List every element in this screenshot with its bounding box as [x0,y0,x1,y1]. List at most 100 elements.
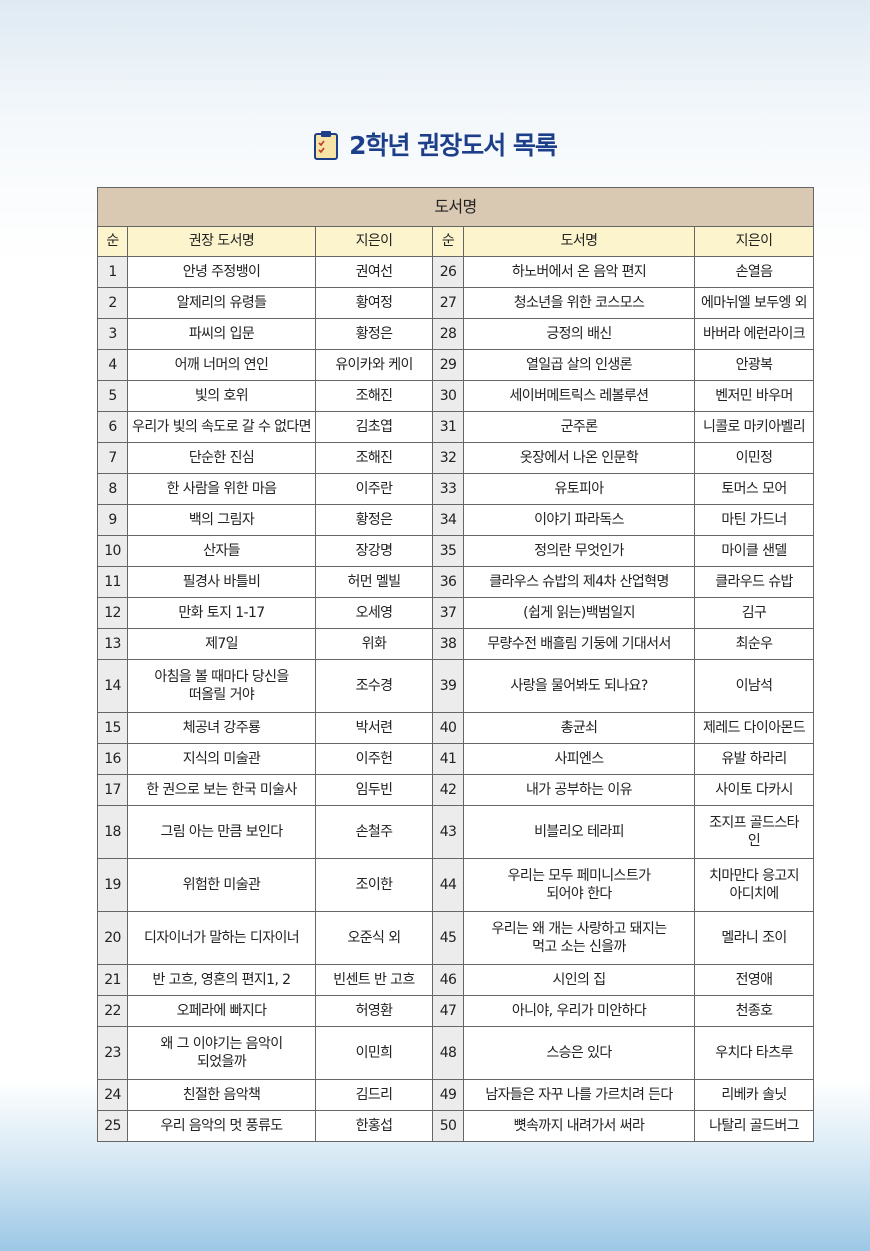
book-title: 내가 공부하는 이유 [463,774,695,806]
book-title: 우리는 모두 페미니스트가 되어야 한다 [463,858,695,912]
book-title: 무량수전 배흘림 기둥에 기대서서 [463,628,695,660]
book-title: 단순한 진심 [127,442,316,474]
table-row: 5 빛의 호위 조해진 30 세이버메트릭스 레볼루션 벤저민 바우머 [97,380,814,412]
author: 임두빈 [315,774,433,806]
book-title: 안녕 주정뱅이 [127,256,316,288]
book-title: 어깨 너머의 연인 [127,349,316,381]
book-title: 비블리오 테라피 [463,805,695,859]
author: 위화 [315,628,433,660]
row-number: 26 [432,256,464,288]
book-title: 빛의 호위 [127,380,316,412]
row-number: 16 [97,743,128,775]
author: 장강명 [315,535,433,567]
author: 빈센트 반 고흐 [315,964,433,996]
title-block: 2학년 권장도서 목록 [0,126,870,162]
author: 사이토 다카시 [694,774,814,806]
row-number: 24 [97,1079,128,1111]
row-number: 10 [97,535,128,567]
row-number: 20 [97,911,128,965]
column-header: 지은이 [694,226,814,257]
column-header: 권장 도서명 [127,226,316,257]
author: 니콜로 마키아벨리 [694,411,814,443]
row-number: 50 [432,1110,464,1142]
author: 이주헌 [315,743,433,775]
column-header-row: 순 권장 도서명 지은이 순 도서명 지은이 [97,226,814,257]
row-number: 41 [432,743,464,775]
book-title: 사랑을 물어봐도 되나요? [463,659,695,713]
book-title: 필경사 바틀비 [127,566,316,598]
row-number: 44 [432,858,464,912]
author: 박서련 [315,712,433,744]
author: 유발 하라리 [694,743,814,775]
book-title: 만화 토지 1-17 [127,597,316,629]
book-title: 우리는 왜 개는 사랑하고 돼지는 먹고 소는 신을까 [463,911,695,965]
row-number: 27 [432,287,464,319]
book-title: 체공녀 강주룡 [127,712,316,744]
author: 바버라 에런라이크 [694,318,814,350]
row-number: 21 [97,964,128,996]
row-number: 5 [97,380,128,412]
row-number: 9 [97,504,128,536]
table-row: 13 제7일 위화 38 무량수전 배흘림 기둥에 기대서서 최순우 [97,628,814,660]
row-number: 8 [97,473,128,505]
author: 마이클 샌델 [694,535,814,567]
book-title: 청소년을 위한 코스모스 [463,287,695,319]
author: 조해진 [315,380,433,412]
author: 김드리 [315,1079,433,1111]
table-row: 15 체공녀 강주룡 박서련 40 총균쇠 제레드 다이아몬드 [97,712,814,744]
table-row: 9 백의 그림자 황정은 34 이야기 파라독스 마틴 가드너 [97,504,814,536]
author: 이주란 [315,473,433,505]
book-title: (쉽게 읽는)백범일지 [463,597,695,629]
book-title: 남자들은 자꾸 나를 가르치려 든다 [463,1079,695,1111]
book-title: 긍정의 배신 [463,318,695,350]
row-number: 25 [97,1110,128,1142]
author: 클라우드 슈밥 [694,566,814,598]
book-title: 총균쇠 [463,712,695,744]
table-row: 11 필경사 바틀비 허먼 멜빌 36 클라우스 슈밥의 제4차 산업혁명 클라우드 슈밥 [97,566,814,598]
row-number: 37 [432,597,464,629]
row-number: 38 [432,628,464,660]
book-title: 친절한 음악책 [127,1079,316,1111]
book-title: 반 고흐, 영혼의 편지1, 2 [127,964,316,996]
row-number: 18 [97,805,128,859]
table-row: 22 오페라에 빠지다 허영환 47 아니야, 우리가 미안하다 천종호 [97,995,814,1027]
table-row: 19 위험한 미술관 조이한 44 우리는 모두 페미니스트가 되어야 한다 치마만다 응… [97,858,814,912]
column-header: 도서명 [463,226,695,257]
book-title: 위험한 미술관 [127,858,316,912]
row-number: 23 [97,1026,128,1080]
column-header: 순 [97,226,128,257]
book-title: 한 사람을 위한 마음 [127,473,316,505]
author: 김구 [694,597,814,629]
book-title: 정의란 무엇인가 [463,535,695,567]
row-number: 35 [432,535,464,567]
author: 오세영 [315,597,433,629]
author: 허영환 [315,995,433,1027]
author: 벤저민 바우머 [694,380,814,412]
author: 황정은 [315,504,433,536]
table-row: 2 알제리의 유령들 황여정 27 청소년을 위한 코스모스 에마뉘엘 보두엥 외 [97,287,814,319]
column-header: 순 [432,226,464,257]
group-header-row: 도서명 [97,187,814,227]
table-row: 14 아침을 볼 때마다 당신을 떠올릴 거야 조수경 39 사랑을 물어봐도 되나요?… [97,659,814,713]
row-number: 6 [97,411,128,443]
book-title: 뼛속까지 내려가서 써라 [463,1110,695,1142]
author: 오준식 외 [315,911,433,965]
table-row: 1 안녕 주정뱅이 권여선 26 하노버에서 온 음악 편지 손열음 [97,256,814,288]
book-title: 디자이너가 말하는 디자이너 [127,911,316,965]
book-title: 이야기 파라독스 [463,504,695,536]
row-number: 43 [432,805,464,859]
row-number: 4 [97,349,128,381]
author: 조해진 [315,442,433,474]
row-number: 31 [432,411,464,443]
book-title: 옷장에서 나온 인문학 [463,442,695,474]
author: 한홍섭 [315,1110,433,1142]
book-title: 지식의 미술관 [127,743,316,775]
row-number: 2 [97,287,128,319]
author: 마틴 가드너 [694,504,814,536]
book-title: 산자들 [127,535,316,567]
author: 이민정 [694,442,814,474]
row-number: 36 [432,566,464,598]
table-row: 23 왜 그 이야기는 음악이 되었을까 이민희 48 스승은 있다 우치다 타츠루 [97,1026,814,1080]
row-number: 32 [432,442,464,474]
